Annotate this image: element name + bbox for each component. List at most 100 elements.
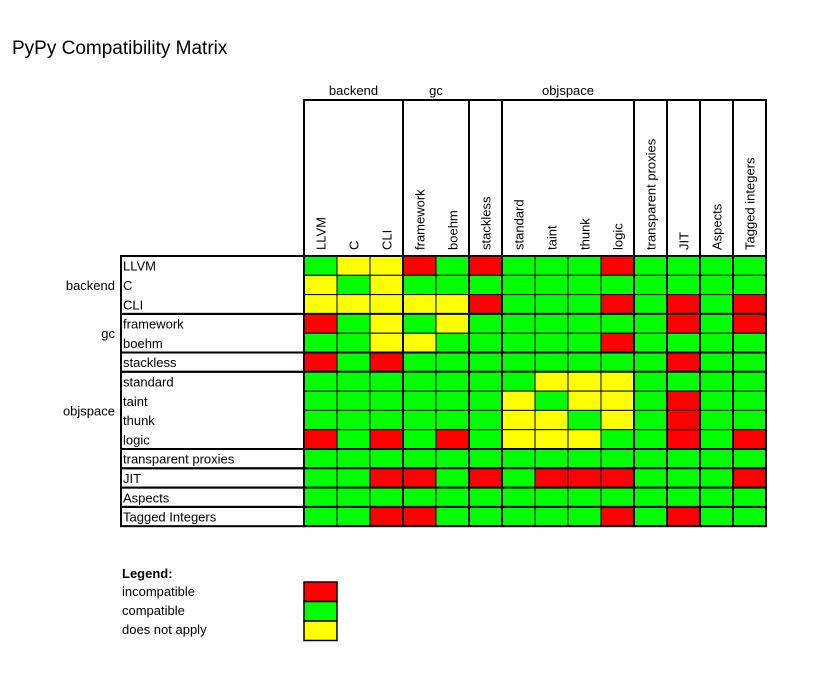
cell-c-framework [402,274,437,296]
cell-transparent-proxies-cli [369,448,404,469]
cell-boehm-aspects [699,332,734,354]
cell-stackless-c [336,352,371,373]
cell-tagged-integers-jit [666,506,701,527]
cell-tagged-integers-thunk [567,506,602,527]
column-label-c: C [347,241,362,250]
cell-llvm-llvm [303,255,338,276]
legend-swatch-incompatible [303,581,338,603]
cell-tagged-integers-aspects [699,506,734,527]
row-label-thunk: thunk [123,413,155,428]
cell-stackless-stackless [468,352,503,373]
cell-c-cli [369,274,404,296]
column-label-standard: standard [512,199,527,250]
cell-standard-logic [600,371,635,392]
cell-jit-llvm [303,467,338,489]
cell-cli-boehm [435,294,470,315]
cell-stackless-boehm [435,352,470,373]
cell-thunk-thunk [567,409,602,431]
cell-framework-framework [402,313,437,334]
cell-aspects-framework [402,487,437,508]
legend-label-not-apply: does not apply [122,622,207,637]
cell-thunk-aspects [699,409,734,431]
cell-thunk-logic [600,409,635,431]
column-label-tagged-integers: Tagged integers [743,157,758,250]
row-group-label-objspace: objspace [63,403,115,418]
cell-llvm-boehm [435,255,470,276]
cell-aspects-c [336,487,371,508]
row-label-stackless: stackless [123,355,177,370]
cell-transparent-proxies-llvm [303,448,338,469]
cell-boehm-framework [402,332,437,354]
row-label-transparent-proxies: transparent proxies [123,452,235,467]
cell-taint-thunk [567,390,602,411]
cell-llvm-stackless [468,255,503,276]
cell-taint-aspects [699,390,734,411]
cell-jit-boehm [435,467,470,489]
cell-standard-stackless [468,371,503,392]
row-label-c: C [123,278,132,293]
cell-tagged-integers-logic [600,506,635,527]
cell-standard-cli [369,371,404,392]
cell-llvm-aspects [699,255,734,276]
column-label-thunk: thunk [578,218,593,250]
cell-c-standard [501,274,536,296]
row-group-label-gc: gc [101,326,115,341]
matrix-border [303,255,767,528]
row-label-aspects: Aspects [123,490,170,505]
cell-thunk-boehm [435,409,470,431]
row-label-taint: taint [123,394,148,409]
cell-boehm-stackless [468,332,503,354]
cell-stackless-cli [369,352,404,373]
cell-transparent-proxies-c [336,448,371,469]
column-group-label-objspace: objspace [542,83,594,98]
cell-standard-framework [402,371,437,392]
cell-transparent-proxies-tagged-integers [732,448,767,469]
cell-standard-c [336,371,371,392]
cell-thunk-framework [402,409,437,431]
row-label-standard: standard [123,374,174,389]
cell-thunk-c [336,409,371,431]
row-group-label-backend: backend [66,278,115,293]
cell-standard-standard [501,371,536,392]
cell-standard-taint [534,371,569,392]
cell-boehm-c [336,332,371,354]
cell-taint-framework [402,390,437,411]
cell-tagged-integers-taint [534,506,569,527]
column-label-llvm: LLVM [314,217,329,250]
cell-cli-taint [534,294,569,315]
cell-logic-taint [534,429,569,450]
cell-jit-aspects [699,467,734,489]
cell-thunk-jit [666,409,701,431]
cell-framework-cli [369,313,404,334]
legend-title: Legend: [122,566,173,581]
cell-logic-stackless [468,429,503,450]
cell-c-stackless [468,274,503,296]
row-label-llvm: LLVM [123,259,156,274]
column-group-label-gc: gc [429,83,443,98]
cell-aspects-logic [600,487,635,508]
cell-taint-tagged-integers [732,390,767,411]
cell-standard-aspects [699,371,734,392]
cell-c-thunk [567,274,602,296]
cell-llvm-logic [600,255,635,276]
cell-cli-c [336,294,371,315]
cell-aspects-stackless [468,487,503,508]
cell-aspects-transparent-proxies [633,487,668,508]
cell-framework-transparent-proxies [633,313,668,334]
cell-jit-transparent-proxies [633,467,668,489]
cell-jit-c [336,467,371,489]
cell-taint-logic [600,390,635,411]
cell-jit-taint [534,467,569,489]
cell-stackless-transparent-proxies [633,352,668,373]
cell-logic-boehm [435,429,470,450]
cell-transparent-proxies-transparent-proxies [633,448,668,469]
cell-c-tagged-integers [732,274,767,296]
column-label-boehm: boehm [446,210,461,250]
cell-stackless-aspects [699,352,734,373]
cell-llvm-thunk [567,255,602,276]
cell-c-boehm [435,274,470,296]
cell-taint-llvm [303,390,338,411]
cell-logic-tagged-integers [732,429,767,450]
cell-jit-logic [600,467,635,489]
cell-transparent-proxies-aspects [699,448,734,469]
